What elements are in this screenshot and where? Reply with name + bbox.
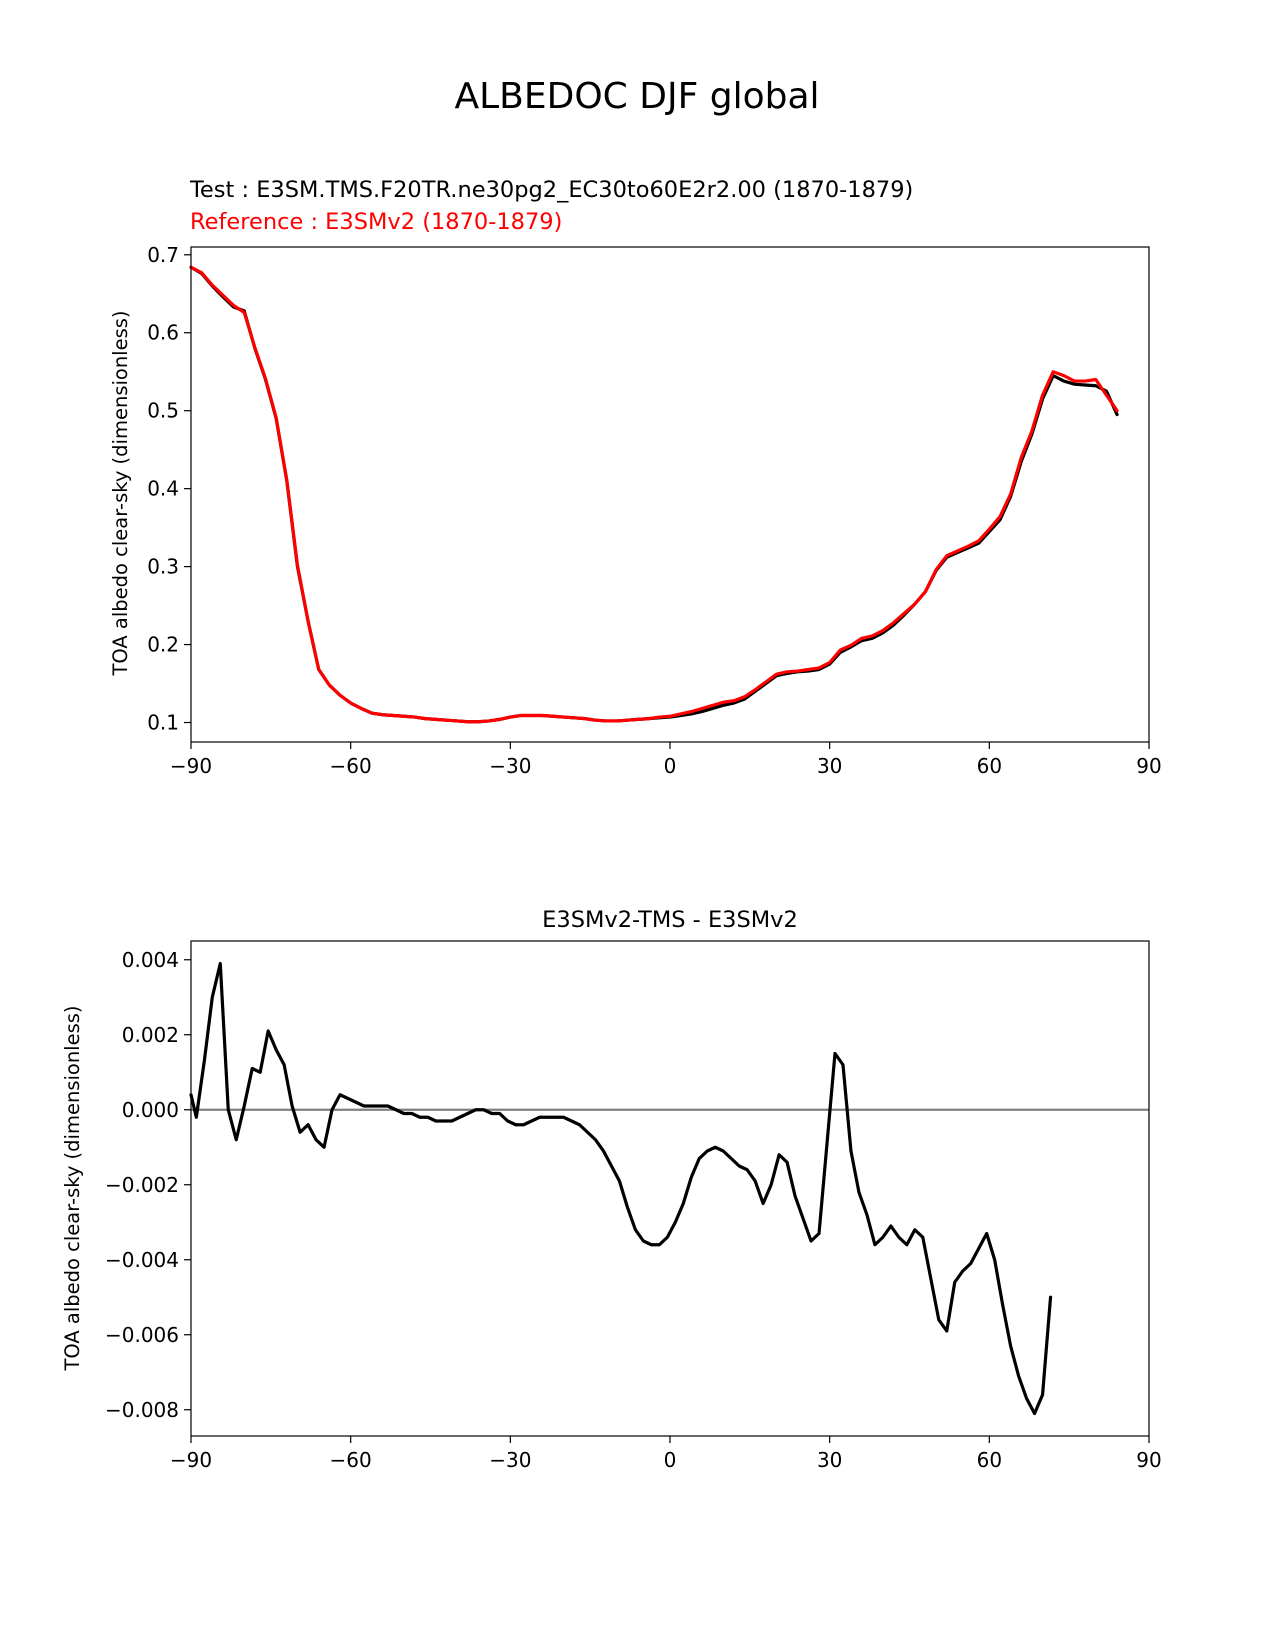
- x-tick-label: 60: [977, 1448, 1002, 1472]
- y-tick-label: 0.2: [147, 633, 179, 657]
- x-tick-label: 90: [1136, 754, 1161, 778]
- x-tick-label: −30: [489, 1448, 531, 1472]
- top-panel-series: [189, 265, 1119, 724]
- top-panel-frame: [190, 246, 1150, 743]
- y-tick-label: 0.4: [147, 477, 179, 501]
- bottom-panel-frame: [190, 940, 1150, 1437]
- top-panel: Test : E3SM.TMS.F20TR.ne30pg2_EC30to60E2…: [109, 177, 1162, 778]
- y-tick-label: 0.5: [147, 399, 179, 423]
- x-tick-label: 90: [1136, 1448, 1161, 1472]
- bottom-panel-axes: −90 −60 −30 0 30 60 90 0.004 0.002 0.000 −0.002 −0.…: [105, 948, 1162, 1472]
- series-line-test: [189, 265, 1119, 724]
- top-panel-axes: −90 −60 −30 0 30 60 90 0.1 0.2 0.3 0.4 0.5 0.6 0.7: [147, 243, 1162, 778]
- top-panel-test-title: Test : E3SM.TMS.F20TR.ne30pg2_EC30to60E2…: [189, 177, 913, 203]
- figure-title: ALBEDOC DJF global: [454, 76, 819, 117]
- x-tick-label: 30: [817, 754, 842, 778]
- x-tick-label: 60: [977, 754, 1002, 778]
- y-tick-label: 0.004: [122, 948, 179, 972]
- top-panel-ylabel: TOA albedo clear-sky (dimensionless): [109, 310, 132, 676]
- x-tick-label: −90: [170, 1448, 212, 1472]
- bottom-panel-ylabel: TOA albedo clear-sky (dimensionless): [61, 1005, 84, 1371]
- x-tick-label: 30: [817, 1448, 842, 1472]
- y-tick-label: −0.004: [105, 1248, 179, 1272]
- bottom-panel-series: [189, 961, 1053, 1416]
- x-tick-label: 0: [664, 754, 677, 778]
- y-tick-label: 0.002: [122, 1023, 179, 1047]
- y-tick-label: −0.006: [105, 1323, 179, 1347]
- series-line-e3smv2-tms-e3smv2: [189, 961, 1053, 1416]
- bottom-panel-title: E3SMv2-TMS - E3SMv2: [542, 907, 798, 933]
- y-tick-label: 0.000: [122, 1098, 179, 1122]
- series-line-reference: [189, 265, 1119, 724]
- x-tick-label: 0: [664, 1448, 677, 1472]
- bottom-panel: E3SMv2-TMS - E3SMv2 TOA albedo clear-sky…: [61, 907, 1162, 1472]
- x-tick-label: −60: [330, 754, 372, 778]
- y-tick-label: 0.3: [147, 555, 179, 579]
- y-tick-label: −0.002: [105, 1173, 179, 1197]
- x-tick-label: −60: [330, 1448, 372, 1472]
- top-panel-reference-title: Reference : E3SMv2 (1870-1879): [190, 209, 562, 235]
- y-tick-label: −0.008: [105, 1398, 179, 1422]
- x-tick-label: −90: [170, 754, 212, 778]
- x-tick-label: −30: [489, 754, 531, 778]
- y-tick-label: 0.1: [147, 711, 179, 735]
- y-tick-label: 0.6: [147, 321, 179, 345]
- y-tick-label: 0.7: [147, 243, 179, 267]
